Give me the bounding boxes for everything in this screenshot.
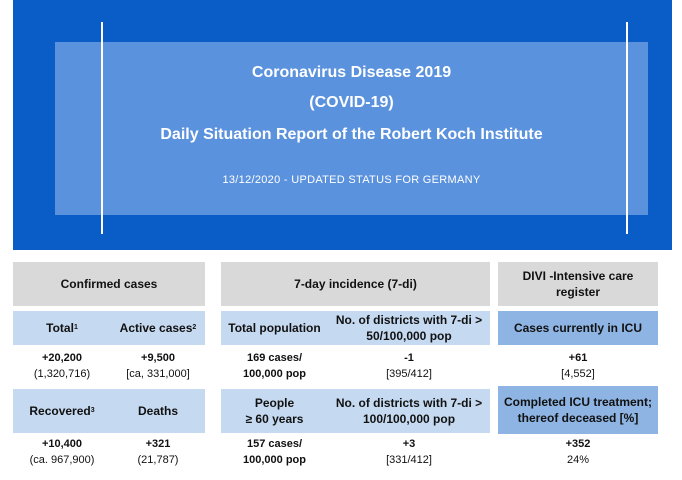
divi-header: DIVI -Intensive care register xyxy=(498,262,658,306)
banner-title-panel: Coronavirus Disease 2019 (COVID-19) Dail… xyxy=(55,42,648,215)
incidence-header: 7-day incidence (7-di) xyxy=(221,262,490,306)
icu-completed-cell: +352 24% xyxy=(498,437,658,469)
total-label: Total 1 xyxy=(13,311,111,345)
total-population-label: Total population xyxy=(221,311,328,345)
banner-title-line2: (COVID-19) xyxy=(309,94,394,111)
icu-current-cell: +61 [4,552] xyxy=(498,351,658,383)
banner-divider-right xyxy=(626,22,628,234)
active-sub: [ca, 331,000] xyxy=(126,367,190,380)
people-60-value-line2: 100,000 pop xyxy=(243,453,306,466)
active-cases-label: Active cases 2 xyxy=(111,311,205,345)
people-60-value-line1: 157 cases/ xyxy=(246,438,303,450)
banner-date: 13/12/2020 - UPDATED STATUS FOR GERMANY xyxy=(222,174,481,186)
recovered-label: Recovered 3 xyxy=(13,389,111,433)
recovered-value: +10,400 xyxy=(41,438,83,450)
districts-50-value: -1 xyxy=(404,352,414,364)
total-sub: (1,320,716) xyxy=(33,367,91,380)
banner-divider-left xyxy=(101,22,103,234)
active-cell: +9,500 [ca, 331,000] xyxy=(111,351,205,383)
total-population-value-line1: 169 cases/ xyxy=(246,352,303,364)
districts-50-label: No. of districts with 7-di > 50/100,000 … xyxy=(328,311,490,345)
total-population-cell: 169 cases/ 100,000 pop xyxy=(221,351,328,383)
deaths-value: +321 xyxy=(145,438,171,450)
districts-100-value: +3 xyxy=(402,438,416,450)
banner-title-line3: Daily Situation Report of the Robert Koc… xyxy=(160,126,543,143)
active-value: +9,500 xyxy=(141,352,175,364)
districts-100-sub: [331/412] xyxy=(386,453,432,466)
people-60-cell: 157 cases/ 100,000 pop xyxy=(221,437,328,469)
icu-current-label: Cases currently in ICU xyxy=(498,311,658,345)
icu-current-sub: [4,552] xyxy=(561,367,595,380)
confirmed-cases-header: Confirmed cases xyxy=(13,262,205,306)
districts-100-cell: +3 [331/412] xyxy=(328,437,490,469)
icu-completed-sub: 24% xyxy=(566,453,590,466)
districts-50-sub: [395/412] xyxy=(386,367,432,380)
deaths-cell: +321 (21,787) xyxy=(111,437,205,469)
districts-100-label: No. of districts with 7-di > 100/100,000… xyxy=(328,389,490,433)
recovered-sub: (ca. 967,900) xyxy=(29,453,95,466)
total-value: +20,200 xyxy=(41,352,83,364)
icu-completed-value: +352 xyxy=(565,438,591,450)
people-60-label: People ≥ 60 years xyxy=(221,389,328,433)
report-banner: Coronavirus Disease 2019 (COVID-19) Dail… xyxy=(13,0,672,250)
icu-completed-label: Completed ICU treatment; thereof decease… xyxy=(498,386,658,434)
deaths-sub: (21,787) xyxy=(137,453,179,466)
total-population-value-line2: 100,000 pop xyxy=(243,367,306,380)
total-cell: +20,200 (1,320,716) xyxy=(13,351,111,383)
districts-50-cell: -1 [395/412] xyxy=(328,351,490,383)
deaths-label: Deaths xyxy=(111,389,205,433)
recovered-cell: +10,400 (ca. 967,900) xyxy=(13,437,111,469)
banner-title-line1: Coronavirus Disease 2019 xyxy=(251,64,452,81)
icu-current-value: +61 xyxy=(568,352,588,364)
